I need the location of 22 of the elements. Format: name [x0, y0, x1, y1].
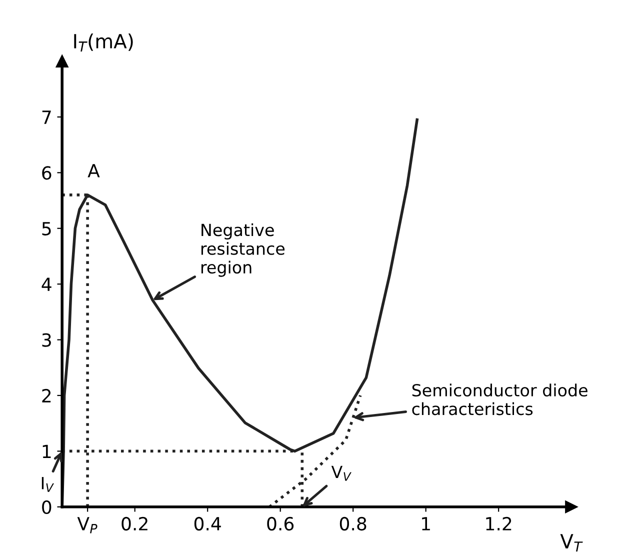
x-axis-title: V$_{T}$: [560, 534, 583, 552]
annotation: V$_{V}$: [331, 466, 352, 481]
annotation: Semiconductor diode characteristics: [412, 384, 588, 416]
y-tick-label: 2: [42, 388, 51, 402]
y-tick-label: 0: [42, 500, 52, 514]
y-tick-label: 4: [42, 278, 52, 291]
annotation: Negative resistance region: [201, 223, 285, 277]
x-tick-label: 0.2: [122, 516, 148, 531]
annotation: A: [88, 164, 100, 178]
y-tick-label: 7: [42, 110, 51, 124]
annotation: I$_{V}$: [42, 477, 54, 492]
y-tick-label: 5: [42, 222, 51, 236]
y-axis-title: I$_{T}$(mA): [74, 34, 133, 52]
x-tick-label: 1.2: [486, 516, 512, 530]
x-tick-label: V$_{P}$: [77, 517, 98, 534]
y-tick-label: 3: [42, 333, 51, 347]
x-tick-label: 1: [422, 517, 430, 530]
y-tick-label: 1: [42, 444, 51, 458]
x-tick-label: 0.4: [194, 516, 221, 531]
y-tick-label: 6: [42, 166, 52, 180]
x-tick-label: 0.8: [340, 516, 366, 531]
x-tick-label: 0.6: [267, 516, 294, 531]
